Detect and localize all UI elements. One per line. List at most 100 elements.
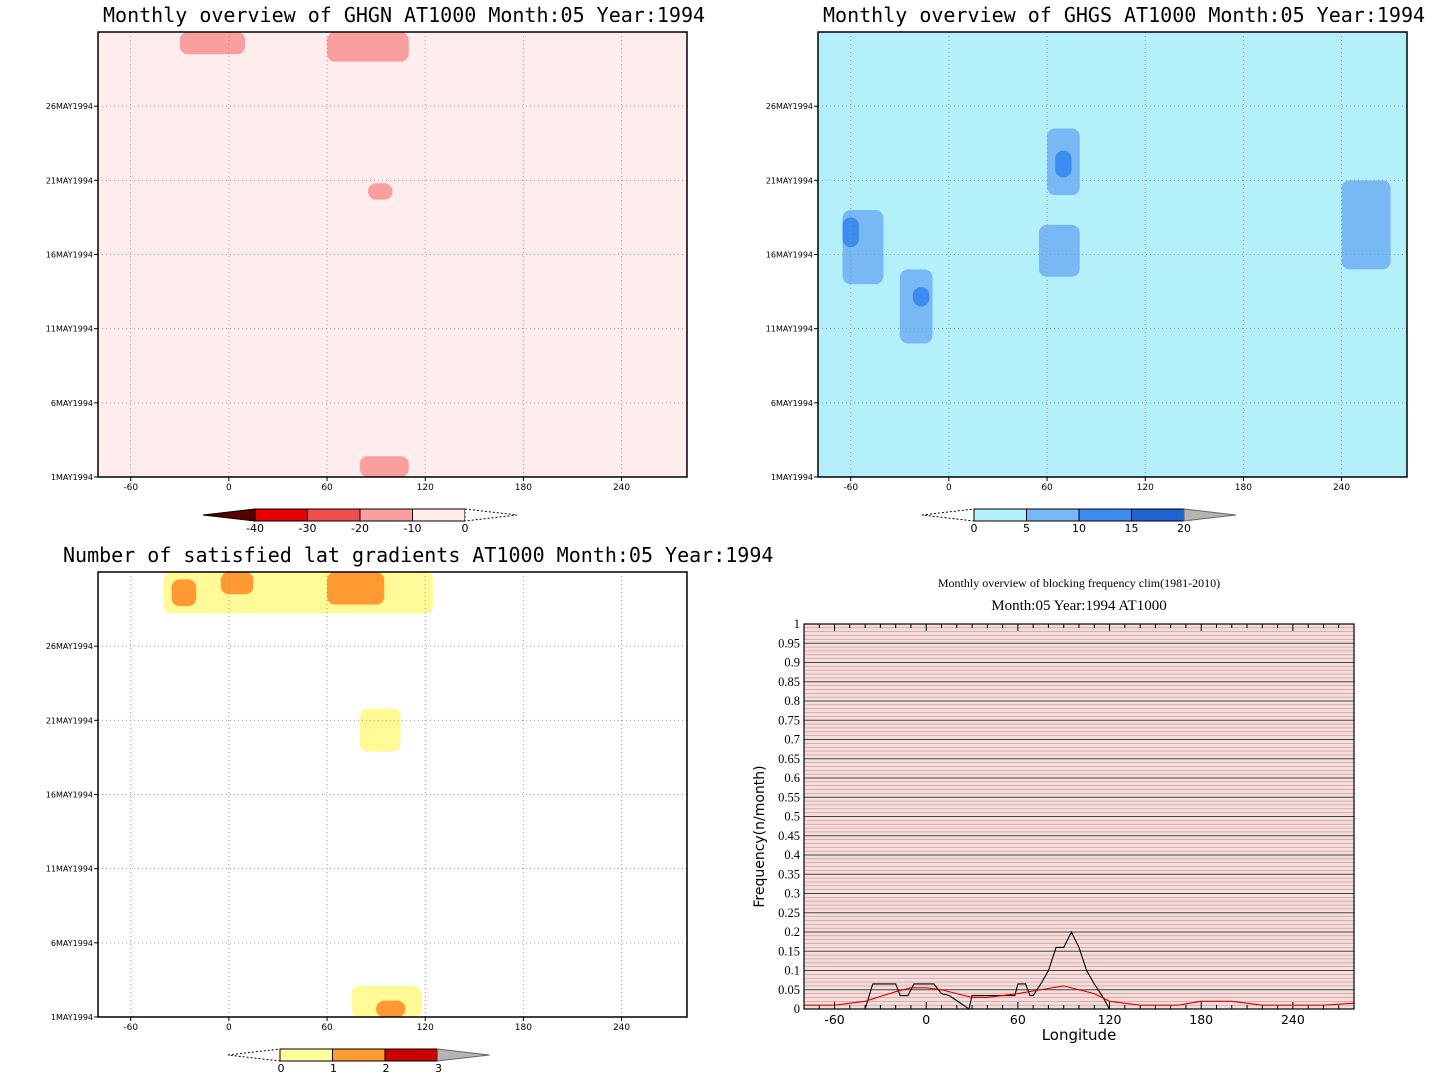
colorbar-swatch (1131, 508, 1185, 522)
colorbar-label: -10 (404, 522, 422, 535)
contour-region (1055, 150, 1072, 178)
colorbar-triangle (227, 1048, 281, 1062)
x-tick-label: 180 (1235, 483, 1252, 493)
colorbar-triangle (921, 508, 975, 522)
y-tick-label: 0.8 (784, 694, 800, 708)
contour-region (220, 572, 254, 595)
chart-title-ghgn: Monthly overview of GHGN AT1000 Month:05… (103, 3, 706, 27)
colorbar-swatch (973, 508, 1027, 522)
x-tick-label: 180 (515, 1023, 532, 1033)
x-tick-label: 0 (922, 1012, 930, 1027)
x-tick-label: 240 (613, 483, 630, 493)
y-tick-label: 0.45 (778, 829, 800, 843)
x-tick-label: 180 (515, 483, 532, 493)
panel-lat-gradients: Number of satisfied lat gradients AT1000… (0, 540, 774, 1091)
colorbar-label: -30 (299, 522, 317, 535)
colorbar-triangle (464, 508, 518, 522)
y-tick-label: 1MAY1994 (51, 1013, 93, 1022)
contour-region (163, 572, 434, 614)
y-tick-label: 26MAY1994 (766, 102, 813, 111)
x-tick-label: 240 (613, 1023, 630, 1033)
colorbar-label: 0 (278, 1062, 285, 1075)
y-tick-label: 0.25 (778, 906, 800, 920)
x-tick-label: 0 (946, 483, 952, 493)
y-tick-label: 21MAY1994 (766, 176, 813, 185)
y-tick-label: 6MAY1994 (51, 939, 93, 948)
colorbar-label: 10 (1072, 522, 1086, 535)
plot-frame (817, 31, 1408, 478)
colorbar-label: 2 (383, 1062, 390, 1075)
colorbar-swatch (254, 508, 308, 522)
colorbar-label: 20 (1177, 522, 1191, 535)
colorbar-swatch (332, 1048, 386, 1062)
y-tick-label: 0.55 (778, 790, 800, 804)
series-line-black (804, 930, 1354, 1010)
x-tick-label: -60 (123, 1023, 138, 1033)
colorbar-triangle (1183, 508, 1237, 522)
y-tick-label: 1MAY1994 (51, 473, 93, 482)
colorbar-label: 0 (971, 522, 978, 535)
x-tick-label: 60 (321, 1023, 333, 1033)
contour-region (376, 1000, 406, 1017)
y-tick-label: 11MAY1994 (46, 865, 93, 874)
x-tick-label: 60 (1010, 1012, 1026, 1027)
y-tick-label: 0.4 (784, 848, 800, 862)
colorbar-label: -40 (246, 522, 264, 535)
colorbar-label: 15 (1125, 522, 1139, 535)
x-tick-label: 0 (226, 1023, 232, 1033)
contour-region (359, 456, 409, 477)
y-tick-label: 0.2 (784, 925, 800, 939)
colorbar-triangle (437, 1048, 490, 1062)
y-tick-label: 26MAY1994 (46, 102, 93, 111)
y-tick-label: 26MAY1994 (46, 642, 93, 651)
y-tick-label: 11MAY1994 (766, 325, 813, 334)
colorbar-label: 0 (462, 522, 469, 535)
contour-region (1038, 224, 1080, 277)
y-tick-label: 0.65 (778, 752, 800, 766)
contour-region (327, 572, 385, 605)
y-tick-label: 1 (794, 617, 800, 631)
colorbar-triangle (202, 508, 256, 522)
x-tick-label: 120 (1098, 1012, 1122, 1027)
y-tick-label: 6MAY1994 (51, 399, 93, 408)
series-line-red (804, 985, 1355, 1006)
contour-region (912, 287, 930, 307)
plot-area-2 (818, 32, 1407, 477)
x-tick-label: 120 (1137, 483, 1154, 493)
y-tick-label: 0.3 (784, 887, 800, 901)
colorbar-swatch (412, 508, 466, 522)
chart-title-ghgs: Monthly overview of GHGS AT1000 Month:05… (823, 3, 1426, 27)
x-tick-label: 60 (321, 483, 333, 493)
contour-region (179, 32, 246, 55)
contour-region (171, 579, 197, 607)
heatmap-ghgs: -60 0 60 120 180 240 1MAY1994 6MAY1994 11MAY1994… (766, 31, 1408, 535)
panel-ghgs: Monthly overview of GHGS AT1000 Month:05… (720, 0, 1440, 545)
x-tick-label: -60 (824, 1012, 844, 1027)
colorbar-label: 5 (1023, 522, 1030, 535)
x-tick-label: 60 (1041, 483, 1053, 493)
x-tick-label: 180 (1189, 1012, 1213, 1027)
x-tick-label: 240 (1333, 483, 1350, 493)
x-tick-label: -60 (123, 483, 138, 493)
y-axis-label: Frequency(n/month) (752, 765, 768, 907)
x-axis-label: Longitude (1042, 1026, 1117, 1044)
y-tick-label: 0.85 (778, 675, 800, 689)
x-tick-label: 240 (1281, 1012, 1305, 1027)
y-tick-label: 16MAY1994 (46, 251, 93, 260)
y-tick-label: 0.05 (778, 983, 800, 997)
x-tick-label: 120 (417, 1023, 434, 1033)
x-tick-label: -60 (843, 483, 858, 493)
y-tick-label: 0.35 (778, 867, 800, 881)
contour-layer (842, 128, 1391, 344)
chart-title-lat-gradients: Number of satisfied lat gradients AT1000… (63, 543, 774, 567)
plot-frame (97, 31, 688, 478)
y-tick-label: 11MAY1994 (46, 325, 93, 334)
x-tick-label: 120 (417, 483, 434, 493)
colorbar-swatch (307, 508, 361, 522)
contour-region (1341, 180, 1391, 270)
plot-frame (97, 571, 688, 1018)
y-tick-label: 16MAY1994 (46, 791, 93, 800)
y-tick-label: 0.5 (784, 810, 800, 824)
line-chart-blocking: 0 0.05 0.1 0.15 0.2 0.25 0.3 0.35 0.4 0.45 0.5 0.55… (752, 617, 1355, 1044)
y-tick-label: 16MAY1994 (766, 251, 813, 260)
